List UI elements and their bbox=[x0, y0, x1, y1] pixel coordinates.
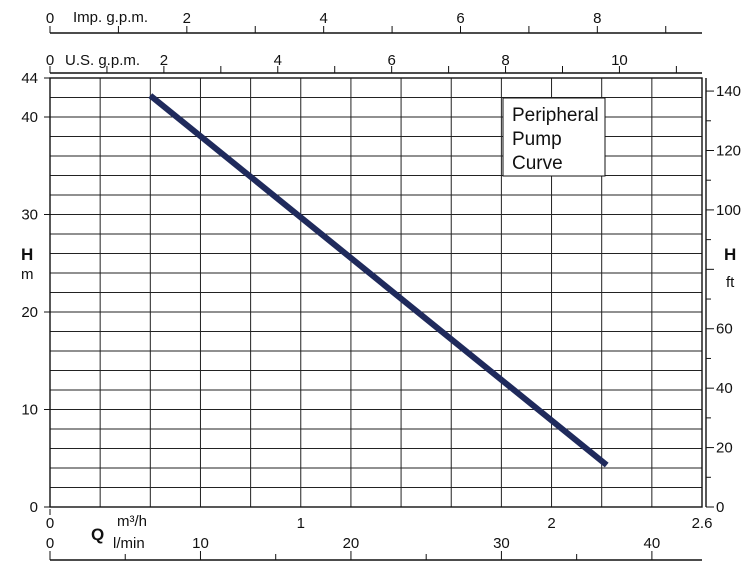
y-right-unit: ft bbox=[726, 274, 735, 291]
y-right-tick-label: 40 bbox=[716, 380, 733, 397]
top-usgpm-tick-label: 8 bbox=[501, 52, 509, 69]
y-left-tick-label: 30 bbox=[21, 207, 38, 224]
legend-box bbox=[502, 97, 606, 177]
top-impgpm-tick-label: 6 bbox=[456, 10, 464, 27]
x-unit-secondary: l/min bbox=[113, 535, 145, 552]
x-tick-label: 2 bbox=[547, 515, 555, 532]
top-impgpm-tick-label: 4 bbox=[319, 10, 327, 27]
y-right-tick-label: 0 bbox=[716, 499, 724, 516]
top-axis-usgpm-label: U.S. g.p.m. bbox=[65, 52, 140, 69]
y-left-tick-label: 10 bbox=[21, 402, 38, 419]
legend-line-3: Curve bbox=[512, 153, 563, 174]
x-lmin-tick-label: 30 bbox=[493, 535, 510, 552]
x-lmin-tick-label: 10 bbox=[192, 535, 209, 552]
pump-curve-line bbox=[148, 93, 609, 468]
y-left-unit: m bbox=[21, 266, 34, 283]
top-impgpm-tick-label: 0 bbox=[46, 10, 54, 27]
y-right-tick-label: 60 bbox=[716, 321, 733, 338]
y-left-title: H bbox=[21, 245, 33, 264]
top-usgpm-tick-label: 0 bbox=[46, 52, 54, 69]
x-tick-label: 1 bbox=[297, 515, 305, 532]
top-usgpm-tick-label: 4 bbox=[274, 52, 282, 69]
x-unit-primary: m³/h bbox=[117, 513, 147, 530]
y-right-tick-label: 20 bbox=[716, 440, 733, 457]
x-lmin-tick-label: 20 bbox=[343, 535, 360, 552]
plot-frame bbox=[49, 77, 703, 508]
top-usgpm-tick-label: 6 bbox=[387, 52, 395, 69]
legend-line-2: Pump bbox=[512, 129, 562, 150]
x-tick-label: 2.6 bbox=[692, 515, 713, 532]
x-axis-title: Q bbox=[91, 525, 104, 544]
series-layer bbox=[148, 93, 609, 468]
x-lmin-tick-label: 40 bbox=[644, 535, 661, 552]
y-right-title: H bbox=[724, 245, 736, 264]
y-left-tick-label: 0 bbox=[30, 499, 38, 516]
top-impgpm-tick-label: 2 bbox=[183, 10, 191, 27]
top-impgpm-tick-label: 8 bbox=[593, 10, 601, 27]
y-right-tick-label: 100 bbox=[716, 202, 741, 219]
y-left-tick-label: 20 bbox=[21, 304, 38, 321]
top-usgpm-tick-label: 10 bbox=[611, 52, 628, 69]
x-tick-label: 0 bbox=[46, 515, 54, 532]
top-usgpm-tick-label: 2 bbox=[160, 52, 168, 69]
y-right-tick-label: 120 bbox=[716, 142, 741, 159]
legend-line-1: Peripheral bbox=[512, 105, 599, 126]
y-left-tick-label: 44 bbox=[21, 70, 38, 87]
top-axis-impgpm-label: Imp. g.p.m. bbox=[73, 9, 148, 26]
x-lmin-tick-label: 0 bbox=[46, 535, 54, 552]
y-left-tick-label: 40 bbox=[21, 109, 38, 126]
y-right-tick-label: 140 bbox=[716, 83, 741, 100]
plot-border bbox=[49, 77, 703, 508]
